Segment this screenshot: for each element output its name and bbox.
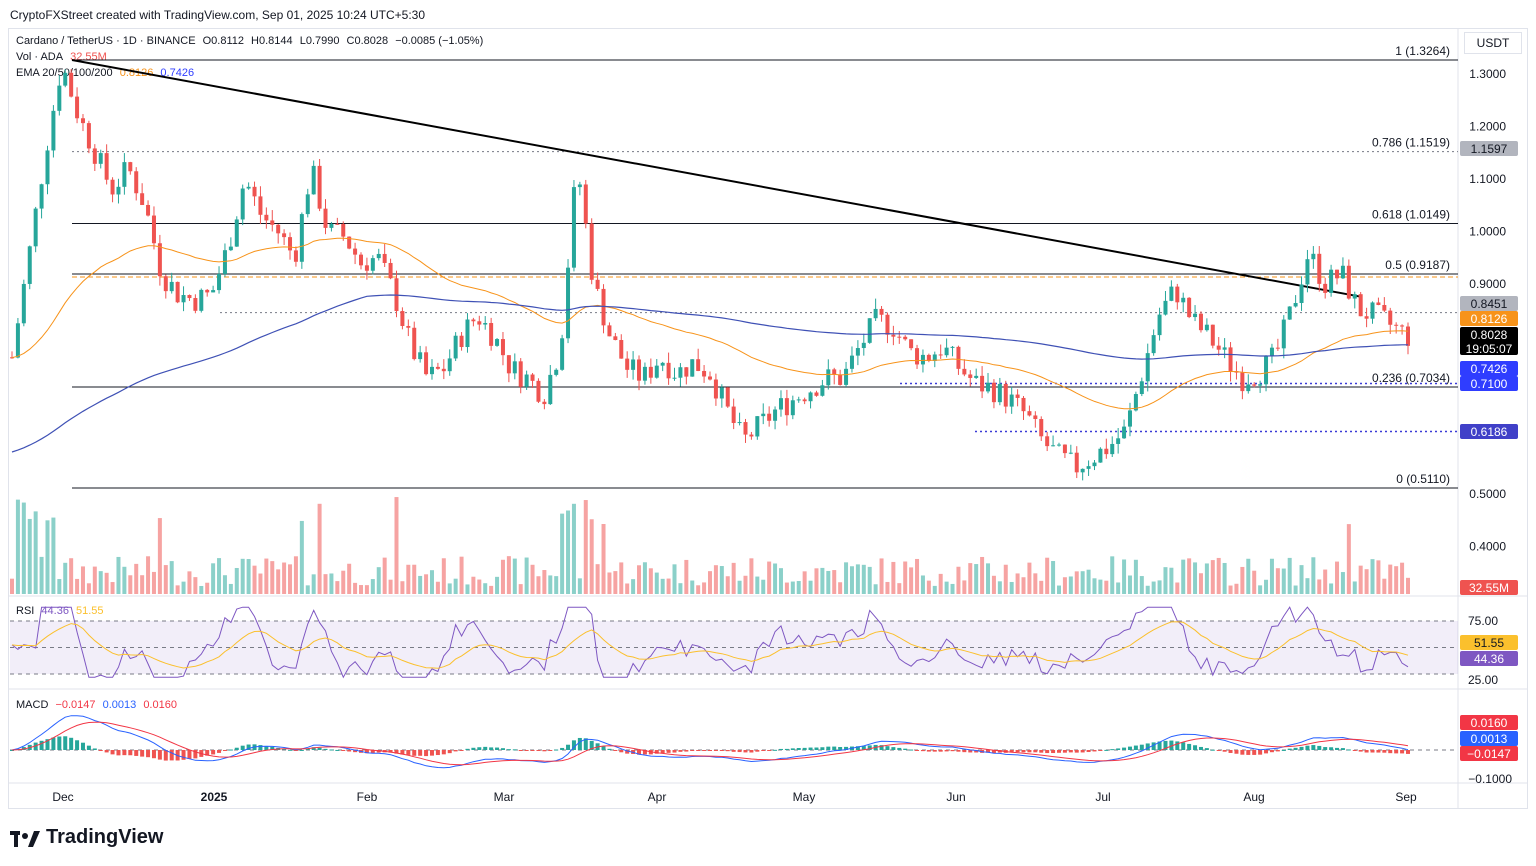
ohlc-change: −0.0085 (−1.05%)	[395, 35, 484, 47]
brand-name: TradingView	[46, 826, 164, 848]
ohlc-close: C0.8028	[346, 35, 389, 47]
rsi-ma-value: 51.55	[76, 605, 104, 617]
macd-line-value: 0.0013	[102, 699, 137, 711]
chart-frame	[8, 28, 1528, 809]
macd-legend: MACD −0.0147 0.0013 0.0160	[16, 697, 181, 713]
chart-caption: CryptoFXStreet created with TradingView.…	[10, 8, 426, 22]
ohlc-low: L0.7990	[299, 35, 340, 47]
symbol-name[interactable]: Cardano / TetherUS · 1D · BINANCE	[16, 35, 196, 47]
volume-legend: Vol · ADA 32.55M	[16, 49, 111, 65]
rsi-label[interactable]: RSI	[16, 605, 35, 617]
ema-label[interactable]: EMA 20/50/100/200	[16, 67, 113, 79]
ema-value-blue: 0.7426	[160, 67, 195, 79]
ohlc-high: H0.8144	[251, 35, 293, 47]
volume-label[interactable]: Vol · ADA	[16, 51, 64, 63]
rsi-legend: RSI 44.36 51.55	[16, 603, 108, 619]
ema-value-orange: 0.8126	[119, 67, 154, 79]
tradingview-logo: TradingView	[10, 826, 163, 849]
ohlc-open: O0.8112	[202, 35, 244, 47]
currency-selector[interactable]: USDT	[1464, 32, 1522, 54]
macd-label[interactable]: MACD	[16, 699, 49, 711]
volume-value: 32.55M	[70, 51, 107, 63]
symbol-legend: Cardano / TetherUS · 1D · BINANCE O0.811…	[16, 33, 487, 49]
macd-hist-value: −0.0147	[55, 699, 96, 711]
ema-legend: EMA 20/50/100/200 0.8126 0.7426	[16, 65, 198, 81]
tradingview-mark-icon	[10, 830, 40, 847]
rsi-value: 44.36	[41, 605, 69, 617]
macd-signal-value: 0.0160	[143, 699, 177, 711]
